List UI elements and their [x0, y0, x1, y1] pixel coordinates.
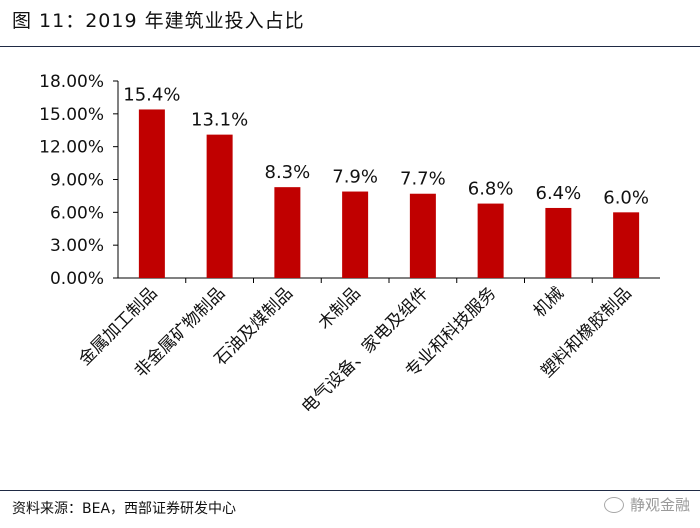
- bar: [206, 134, 233, 278]
- wechat-logo-icon: [603, 496, 624, 513]
- data-label: 8.3%: [265, 162, 311, 183]
- y-tick-label: 0.00%: [50, 269, 104, 289]
- source-note: 资料来源：BEA，西部证券研发中心: [12, 501, 237, 517]
- data-label: 15.4%: [123, 84, 180, 105]
- bar: [138, 109, 165, 278]
- bar: [545, 207, 572, 278]
- category-label: 木制品: [314, 283, 364, 333]
- bar: [613, 212, 640, 278]
- category-label: 电气设备、家电及组件: [298, 283, 432, 417]
- category-label: 机械: [530, 283, 568, 321]
- y-tick-label: 3.00%: [50, 236, 104, 256]
- watermark: 静观金融: [603, 494, 690, 515]
- data-label: 6.8%: [468, 179, 514, 200]
- bar: [477, 203, 504, 278]
- data-label: 6.0%: [603, 187, 649, 208]
- data-label: 6.4%: [536, 183, 582, 204]
- bar-chart: 0.00% 3.00% 6.00% 9.00% 12.00% 15.00% 18.00% 15…: [39, 72, 660, 418]
- title-divider: [0, 46, 700, 47]
- footer-divider: [0, 490, 700, 491]
- y-tick-label: 12.00%: [39, 138, 104, 158]
- bar: [409, 193, 436, 278]
- chart-title: 图 11：2019 年建筑业投入占比: [12, 10, 305, 32]
- y-tick-label: 9.00%: [50, 171, 104, 191]
- bar: [274, 187, 301, 278]
- data-label: 13.1%: [191, 110, 248, 131]
- bar: [342, 191, 369, 278]
- watermark-text: 静观金融: [629, 496, 690, 514]
- y-tick-label: 15.00%: [39, 105, 104, 125]
- y-tick-label: 6.00%: [50, 203, 104, 223]
- data-label: 7.7%: [400, 169, 446, 190]
- data-label: 7.9%: [332, 167, 378, 188]
- y-tick-label: 18.00%: [39, 72, 104, 92]
